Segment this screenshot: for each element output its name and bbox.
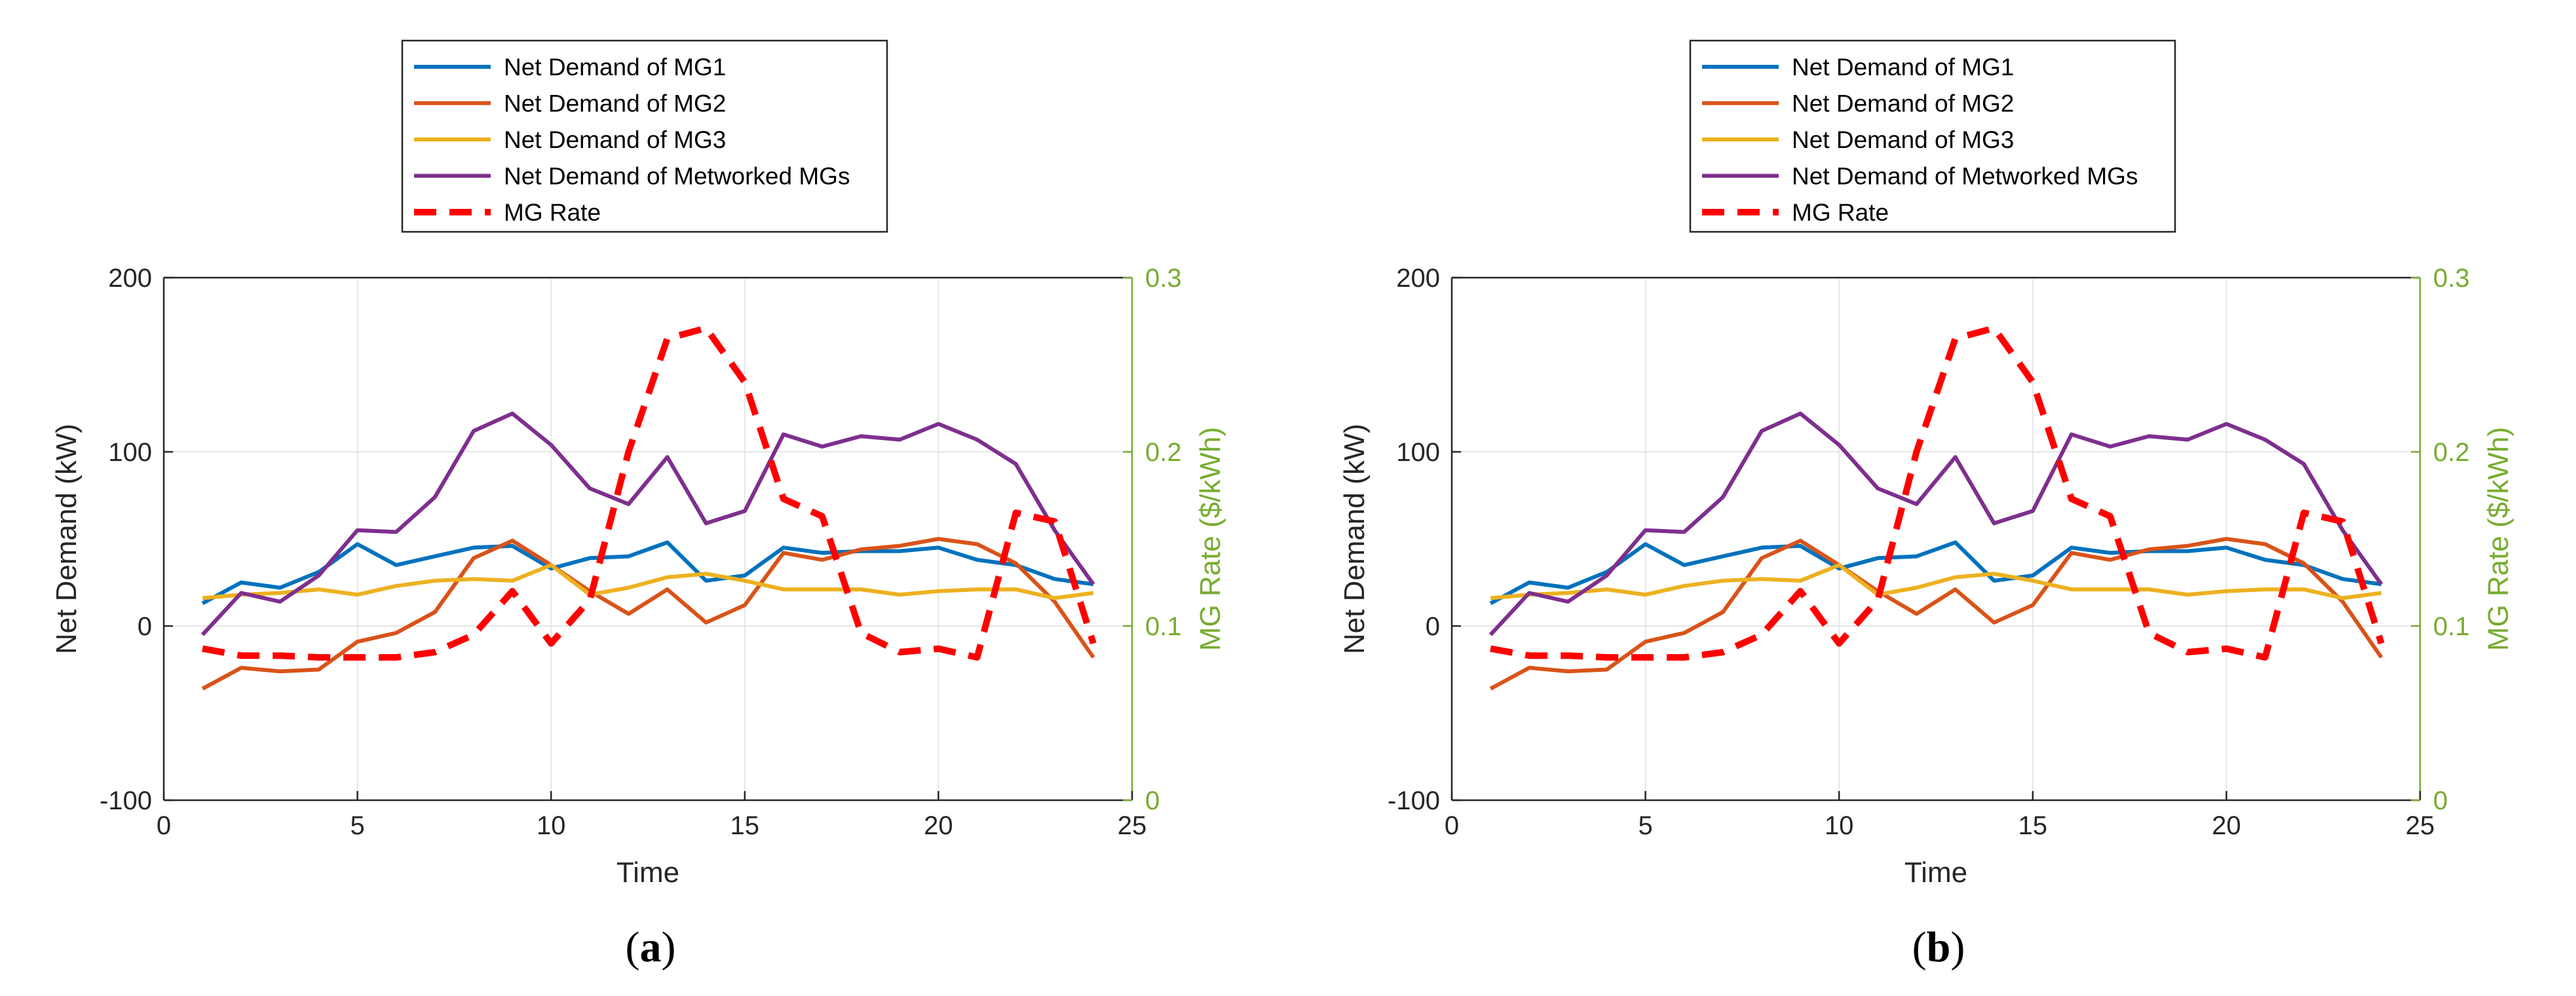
- series-line-2: [201, 537, 1095, 691]
- x-tick-label: 0: [1445, 811, 1459, 840]
- series-line-5: [202, 325, 1097, 661]
- legend-label-2: Net Demand of MG2: [1792, 90, 2014, 117]
- y2-axis-label: MG Rate ($/kWh): [1194, 427, 1226, 651]
- panel-paren-close: ): [1950, 923, 1965, 971]
- x-tick-label: 10: [1825, 811, 1854, 840]
- series-line-1: [1489, 540, 2382, 606]
- x-tick-label: 15: [730, 811, 760, 840]
- y-tick-label: 200: [108, 264, 152, 293]
- y2-tick-label: 0.1: [1145, 612, 1182, 641]
- legend-label-5: MG Rate: [1792, 199, 1889, 226]
- panel-paren-open: (: [1912, 923, 1927, 971]
- x-tick-label: 25: [2406, 811, 2435, 840]
- series-line-2: [1489, 537, 2383, 691]
- legend-label-3: Net Demand of MG3: [1792, 126, 2014, 153]
- y2-tick-label: 0.2: [1145, 438, 1182, 467]
- series-line-3: [1490, 563, 2382, 600]
- legend-label-4: Net Demand of Metworked MGs: [504, 163, 850, 190]
- x-tick-label: 5: [1638, 811, 1652, 840]
- panel-paren-open: (: [626, 923, 640, 971]
- y2-tick-label: 0.1: [2433, 612, 2470, 641]
- legend-label-3: Net Demand of MG3: [504, 126, 726, 153]
- y2-tick-label: 0: [1145, 786, 1160, 815]
- legend-label-4: Net Demand of Metworked MGs: [1792, 163, 2138, 190]
- legend-label-5: MG Rate: [504, 199, 601, 226]
- x-tick-label: 15: [2018, 811, 2048, 840]
- series-line-4: [200, 411, 1095, 636]
- x-axis-label: Time: [616, 857, 679, 889]
- legend-label-1: Net Demand of MG1: [504, 54, 726, 81]
- y2-tick-label: 0.3: [2433, 264, 2470, 293]
- panel-paren-close: ): [662, 923, 676, 971]
- legend-box: [401, 39, 888, 233]
- y-tick-label: 0: [138, 612, 152, 641]
- series-line-5: [1490, 325, 2385, 661]
- y2-tick-label: 0.3: [1145, 264, 1182, 293]
- legend-box: [1689, 39, 2176, 233]
- y2-tick-label: 0.2: [2433, 438, 2470, 467]
- legend-label-2: Net Demand of MG2: [504, 90, 726, 117]
- y-tick-label: 0: [1426, 612, 1440, 641]
- y-tick-label: 200: [1396, 264, 1440, 293]
- panel-letter: a: [640, 923, 662, 971]
- series-line-1: [201, 540, 1094, 606]
- x-tick-label: 20: [924, 811, 953, 840]
- y2-axis-label: MG Rate ($/kWh): [2482, 427, 2514, 651]
- x-tick-label: 10: [537, 811, 566, 840]
- panel-label: (b): [1912, 923, 1965, 971]
- y-axis-label: Net Demand (kW): [1338, 424, 1371, 654]
- y-tick-label: 100: [108, 438, 152, 467]
- y-tick-label: -100: [100, 786, 152, 815]
- legend-label-1: Net Demand of MG1: [1792, 54, 2014, 81]
- y-axis-label: Net Demand (kW): [50, 424, 83, 654]
- panel-label: (a): [626, 923, 676, 971]
- x-axis-label: Time: [1904, 857, 1967, 889]
- x-tick-label: 20: [2212, 811, 2241, 840]
- x-tick-label: 0: [157, 811, 171, 840]
- x-tick-label: 5: [350, 811, 364, 840]
- y-tick-label: -100: [1388, 786, 1440, 815]
- y-tick-label: 100: [1396, 438, 1440, 467]
- series-line-3: [202, 563, 1094, 600]
- x-tick-label: 25: [1118, 811, 1147, 840]
- y2-tick-label: 0: [2433, 786, 2448, 815]
- panel-letter: b: [1927, 923, 1951, 971]
- series-line-4: [1488, 411, 2383, 636]
